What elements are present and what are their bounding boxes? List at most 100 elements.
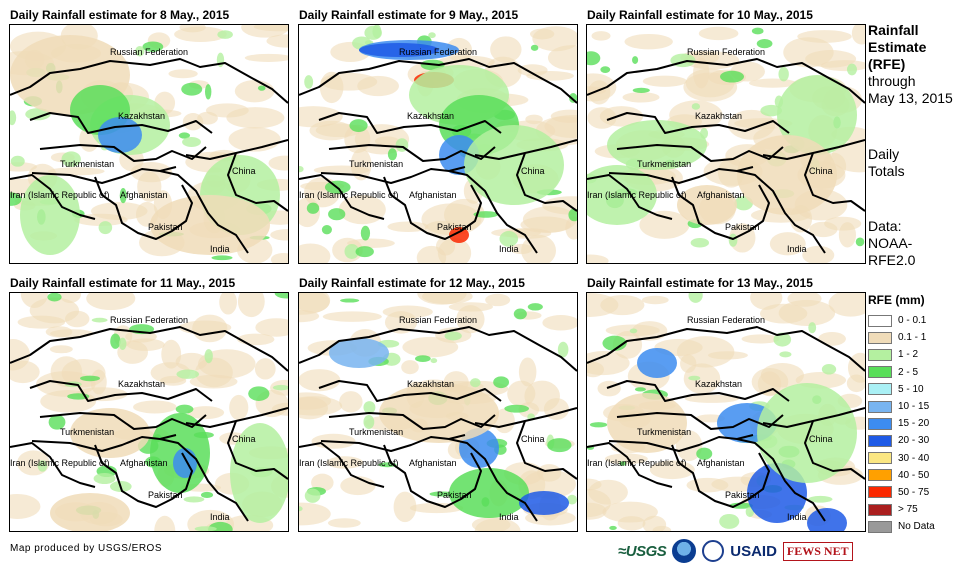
rainfall-area bbox=[304, 488, 321, 503]
rainfall-area bbox=[299, 309, 320, 323]
rainfall-area bbox=[229, 394, 249, 421]
rainfall-area bbox=[355, 246, 374, 258]
map-panel-may-8: Daily Rainfall estimate for 8 May., 2015… bbox=[9, 6, 289, 264]
panel-title: Daily Rainfall estimate for 10 May., 201… bbox=[587, 8, 813, 22]
title-line: Rainfall bbox=[868, 22, 919, 38]
country-label-afghanistan: Afghanistan bbox=[120, 190, 168, 200]
rainfall-area bbox=[530, 44, 539, 51]
map-panel-may-12: Daily Rainfall estimate for 12 May., 201… bbox=[298, 274, 578, 532]
country-border bbox=[616, 412, 784, 430]
legend-item: > 75 bbox=[868, 501, 935, 518]
rainfall-area bbox=[677, 185, 737, 225]
rainfall-area bbox=[118, 337, 127, 350]
data-source: Data: NOAA- RFE2.0 bbox=[868, 218, 915, 269]
rainfall-area bbox=[363, 401, 376, 414]
rainfall-area bbox=[189, 374, 238, 389]
country-label-india: India bbox=[499, 512, 519, 522]
legend-label: 0 - 0.1 bbox=[898, 315, 927, 327]
rainfall-area bbox=[652, 525, 672, 531]
rainfall-area bbox=[680, 354, 697, 373]
rainfall-area bbox=[485, 293, 511, 307]
rainfall-map: Russian Federation Kazakhstan Turkmenistan… bbox=[586, 24, 866, 264]
product-title: Rainfall Estimate (RFE) through May 13, … bbox=[868, 22, 953, 107]
rainfall-area bbox=[624, 33, 673, 50]
country-label-iran: Iran (Islamic Republic of) bbox=[587, 458, 687, 468]
country-border bbox=[328, 412, 496, 430]
rainfall-area bbox=[10, 155, 25, 167]
rainfall-area bbox=[828, 293, 865, 317]
rainfall-area bbox=[619, 461, 627, 466]
rainfall-area bbox=[808, 495, 833, 503]
legend-item: 15 - 20 bbox=[868, 415, 935, 432]
rainfall-area bbox=[237, 293, 265, 318]
rainfall-area bbox=[778, 66, 789, 82]
map-svg bbox=[587, 293, 865, 531]
rainfall-area bbox=[456, 305, 485, 334]
rainfall-area bbox=[544, 114, 577, 138]
rainfall-area bbox=[10, 493, 41, 519]
rainfall-area bbox=[684, 394, 739, 403]
country-border bbox=[616, 144, 784, 162]
legend-swatch bbox=[868, 314, 892, 327]
country-border bbox=[671, 444, 770, 508]
rainfall-area bbox=[567, 494, 577, 505]
rainfall-area bbox=[48, 414, 66, 430]
data-line: Data: bbox=[868, 218, 902, 234]
rainfall-map: Russian Federation Kazakhstan Turkmenistan… bbox=[586, 292, 866, 532]
rainfall-area bbox=[632, 56, 639, 64]
rainfall-area bbox=[299, 106, 343, 128]
rainfall-area bbox=[415, 355, 431, 363]
country-label-russia: Russian Federation bbox=[110, 47, 189, 57]
country-label-iran: Iran (Islamic Republic of) bbox=[10, 458, 110, 468]
country-border bbox=[448, 438, 538, 522]
rainfall-area bbox=[669, 100, 723, 130]
usaid-logo: USAID bbox=[730, 542, 777, 560]
through-date: May 13, 2015 bbox=[868, 90, 953, 106]
country-label-russia: Russian Federation bbox=[110, 315, 189, 325]
rainfall-area bbox=[602, 335, 627, 351]
rainfall-area bbox=[299, 243, 331, 263]
rainfall-area bbox=[50, 493, 130, 531]
country-label-turkmenistan: Turkmenistan bbox=[349, 427, 404, 437]
rainfall-area bbox=[360, 225, 371, 241]
rainfall-area bbox=[187, 406, 225, 420]
legend-item: 0 - 0.1 bbox=[868, 312, 935, 329]
rainfall-area bbox=[728, 502, 753, 509]
rainfall-area bbox=[133, 400, 177, 414]
rainfall-area bbox=[176, 369, 200, 379]
rainfall-area bbox=[741, 334, 780, 344]
rainfall-area bbox=[237, 333, 275, 346]
rainfall-area bbox=[802, 245, 835, 263]
usgs-logo: ≈USGS bbox=[618, 542, 667, 560]
rainfall-area bbox=[270, 252, 288, 263]
rainfall-area bbox=[428, 32, 436, 39]
country-border bbox=[299, 174, 385, 220]
rainfall-area bbox=[632, 87, 650, 93]
rainfall-area bbox=[599, 106, 644, 127]
country-border bbox=[10, 58, 288, 104]
legend-label: 5 - 10 bbox=[898, 383, 924, 395]
title-line: (RFE) bbox=[868, 56, 906, 72]
country-label-turkmenistan: Turkmenistan bbox=[60, 159, 115, 169]
country-label-china: China bbox=[521, 434, 545, 444]
rainfall-area bbox=[268, 155, 288, 171]
rainfall-area bbox=[522, 206, 577, 233]
rainfall-area bbox=[340, 298, 360, 303]
rainfall-area bbox=[178, 132, 191, 139]
rainfall-area bbox=[513, 308, 527, 320]
country-label-russia: Russian Federation bbox=[687, 47, 766, 57]
rainfall-area bbox=[527, 303, 543, 311]
rainfall-area bbox=[154, 515, 176, 531]
legend-item: 40 - 50 bbox=[868, 467, 935, 484]
country-label-iran: Iran (Islamic Republic of) bbox=[299, 458, 399, 468]
rainfall-area bbox=[329, 338, 389, 368]
rainfall-area bbox=[444, 331, 462, 341]
rainfall-area bbox=[604, 453, 648, 465]
rainfall-area bbox=[387, 148, 397, 161]
rainfall-map: Russian Federation Kazakhstan Turkmenistan… bbox=[9, 292, 289, 532]
country-border bbox=[299, 442, 385, 488]
rainfall-area bbox=[137, 171, 162, 202]
country-border bbox=[587, 58, 865, 104]
legend-swatch bbox=[868, 383, 892, 396]
rainfall-area bbox=[110, 333, 121, 349]
